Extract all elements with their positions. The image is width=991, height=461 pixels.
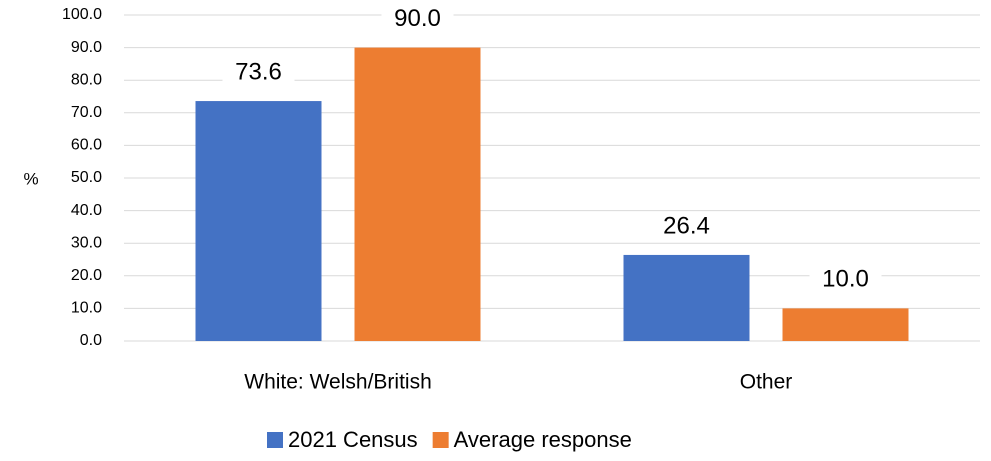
legend-label: 2021 Census [288,427,418,452]
x-tick-label: White: Welsh/British [244,371,432,394]
data-label-background [222,58,295,89]
y-tick-label: 20.0 [71,267,102,284]
bar [195,101,322,342]
y-tick-label: 100.0 [62,6,102,23]
bar [623,254,750,341]
data-label-background [809,265,882,296]
data-label-background [650,211,723,242]
data-label: 10.0 [822,266,869,293]
data-label: 26.4 [663,212,710,239]
y-tick-label: 30.0 [71,234,102,251]
y-axis-label: % [23,169,38,188]
bar [782,308,909,341]
data-label: 73.6 [235,58,282,85]
y-tick-label: 90.0 [71,39,102,56]
y-tick-label: 80.0 [71,71,102,88]
legend-label: Average response [454,427,632,452]
bar [354,47,481,341]
y-tick-label: 60.0 [71,137,102,154]
y-tick-label: 50.0 [71,169,102,186]
legend-swatch [432,432,449,448]
y-tick-label: 0.0 [80,332,102,349]
x-tick-label: Other [740,371,793,394]
y-tick-label: 10.0 [71,300,102,317]
y-tick-label: 70.0 [71,104,102,121]
data-label: 90.0 [394,5,441,32]
data-label-background [381,4,454,35]
y-tick-label: 40.0 [71,202,102,219]
legend-swatch [267,432,283,448]
